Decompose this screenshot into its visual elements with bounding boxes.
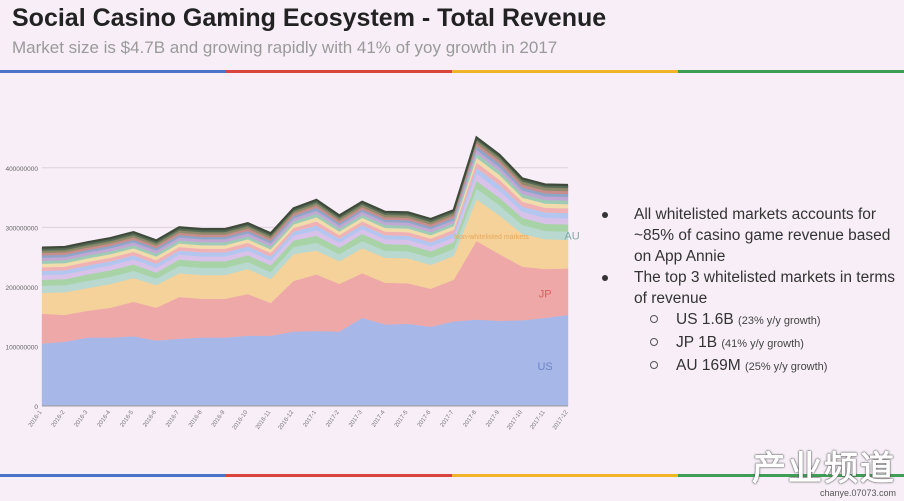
watermark-main: 产业频道 [752,450,896,488]
y-tick-label: 200000000 [5,285,38,292]
site-watermark: 产业频道 chanye.07073.com [746,450,896,498]
market-item-us: US 1.6B (23% y/y growth) [646,309,900,332]
x-tick-label: 2016-6 [142,409,158,428]
y-tick-label: 100000000 [5,344,38,351]
rule-segment-yellow [452,70,678,73]
market-us-value: US 1.6B [676,311,734,328]
y-tick-label: 0 [34,404,38,411]
top-markets-list: US 1.6B (23% y/y growth) JP 1B (41% y/y … [634,309,900,378]
y-axis-ticks: 0 100000000 200000000 300000000 400000000 [5,166,38,411]
rule-segment-blue [0,474,226,477]
market-item-au: AU 169M (25% y/y growth) [646,355,900,378]
x-tick-label: 2016-3 [74,409,90,428]
x-tick-label: 2017-2 [325,409,341,428]
x-tick-label: 2017-9 [485,409,501,428]
rule-segment-yellow [452,474,678,477]
notes-list: All whitelisted markets accounts for ~85… [600,204,900,378]
x-tick-label: 2017-4 [371,409,387,428]
annotation-jp: JP [539,288,552,300]
x-tick-label: 2017-10 [506,409,524,431]
x-tick-label: 2017-7 [440,409,456,428]
x-tick-label: 2016-8 [188,409,204,428]
note-top-markets: The top 3 whitelisted markets in terms o… [600,267,900,378]
note-whitelisted-share: All whitelisted markets accounts for ~85… [600,204,900,267]
total-outline [41,135,569,249]
x-tick-label: 2017-3 [348,409,364,428]
x-tick-label: 2016-11 [255,409,273,431]
revenue-area-chart: 0 100000000 200000000 300000000 400000000 20… [5,135,580,431]
x-tick-label: 2016-10 [232,409,250,431]
x-tick-label: 2016-5 [119,409,135,428]
x-tick-label: 2017-1 [302,409,318,428]
page-title: Social Casino Gaming Ecosystem - Total R… [12,4,607,32]
note-whitelisted-share-text: All whitelisted markets accounts for ~85… [634,206,891,265]
chart-areas [41,135,569,407]
x-tick-label: 2016-9 [211,409,227,428]
annotation-us: US [537,361,552,373]
bottom-color-rule [0,474,904,477]
market-au-growth: (25% y/y growth) [744,361,828,373]
x-tick-label: 2016-1 [28,409,44,428]
rule-segment-red [226,474,452,477]
y-tick-label: 400000000 [5,166,38,173]
x-tick-label: 2017-12 [552,409,570,431]
market-au-value: AU 169M [676,357,741,374]
x-tick-label: 2016-2 [51,409,67,428]
x-tick-label: 2017-6 [417,409,433,428]
y-tick-label: 300000000 [5,225,38,232]
annotation-non-whitelisted-markets: Non-whitelisted markets [454,234,529,241]
chart-annotations: AU Non-whitelisted markets JP US [454,231,580,373]
x-tick-label: 2017-8 [463,409,479,428]
rule-segment-blue [0,70,226,73]
x-tick-label: 2017-5 [394,409,410,428]
page-subtitle: Market size is $4.7B and growing rapidly… [12,38,558,57]
market-jp-value: JP 1B [676,334,718,351]
rule-segment-green [678,70,904,73]
rule-segment-red [226,70,452,73]
x-tick-label: 2016-7 [165,409,181,428]
rule-segment-green [678,474,904,477]
market-jp-growth: (41% y/y growth) [721,338,804,350]
watermark-sub: chanye.07073.com [819,488,896,498]
note-top-markets-text: The top 3 whitelisted markets in terms o… [634,269,896,307]
annotation-au: AU [564,231,579,243]
x-tick-label: 2016-12 [278,409,296,431]
x-tick-label: 2016-4 [97,409,113,428]
market-us-growth: (23% y/y growth) [738,315,821,327]
x-tick-label: 2017-11 [529,409,547,431]
x-axis-ticks: 2016-1 2016-2 2016-3 2016-4 2016-5 2016-6 2016… [28,409,570,431]
market-item-jp: JP 1B (41% y/y growth) [646,332,900,355]
top-color-rule [0,70,904,73]
